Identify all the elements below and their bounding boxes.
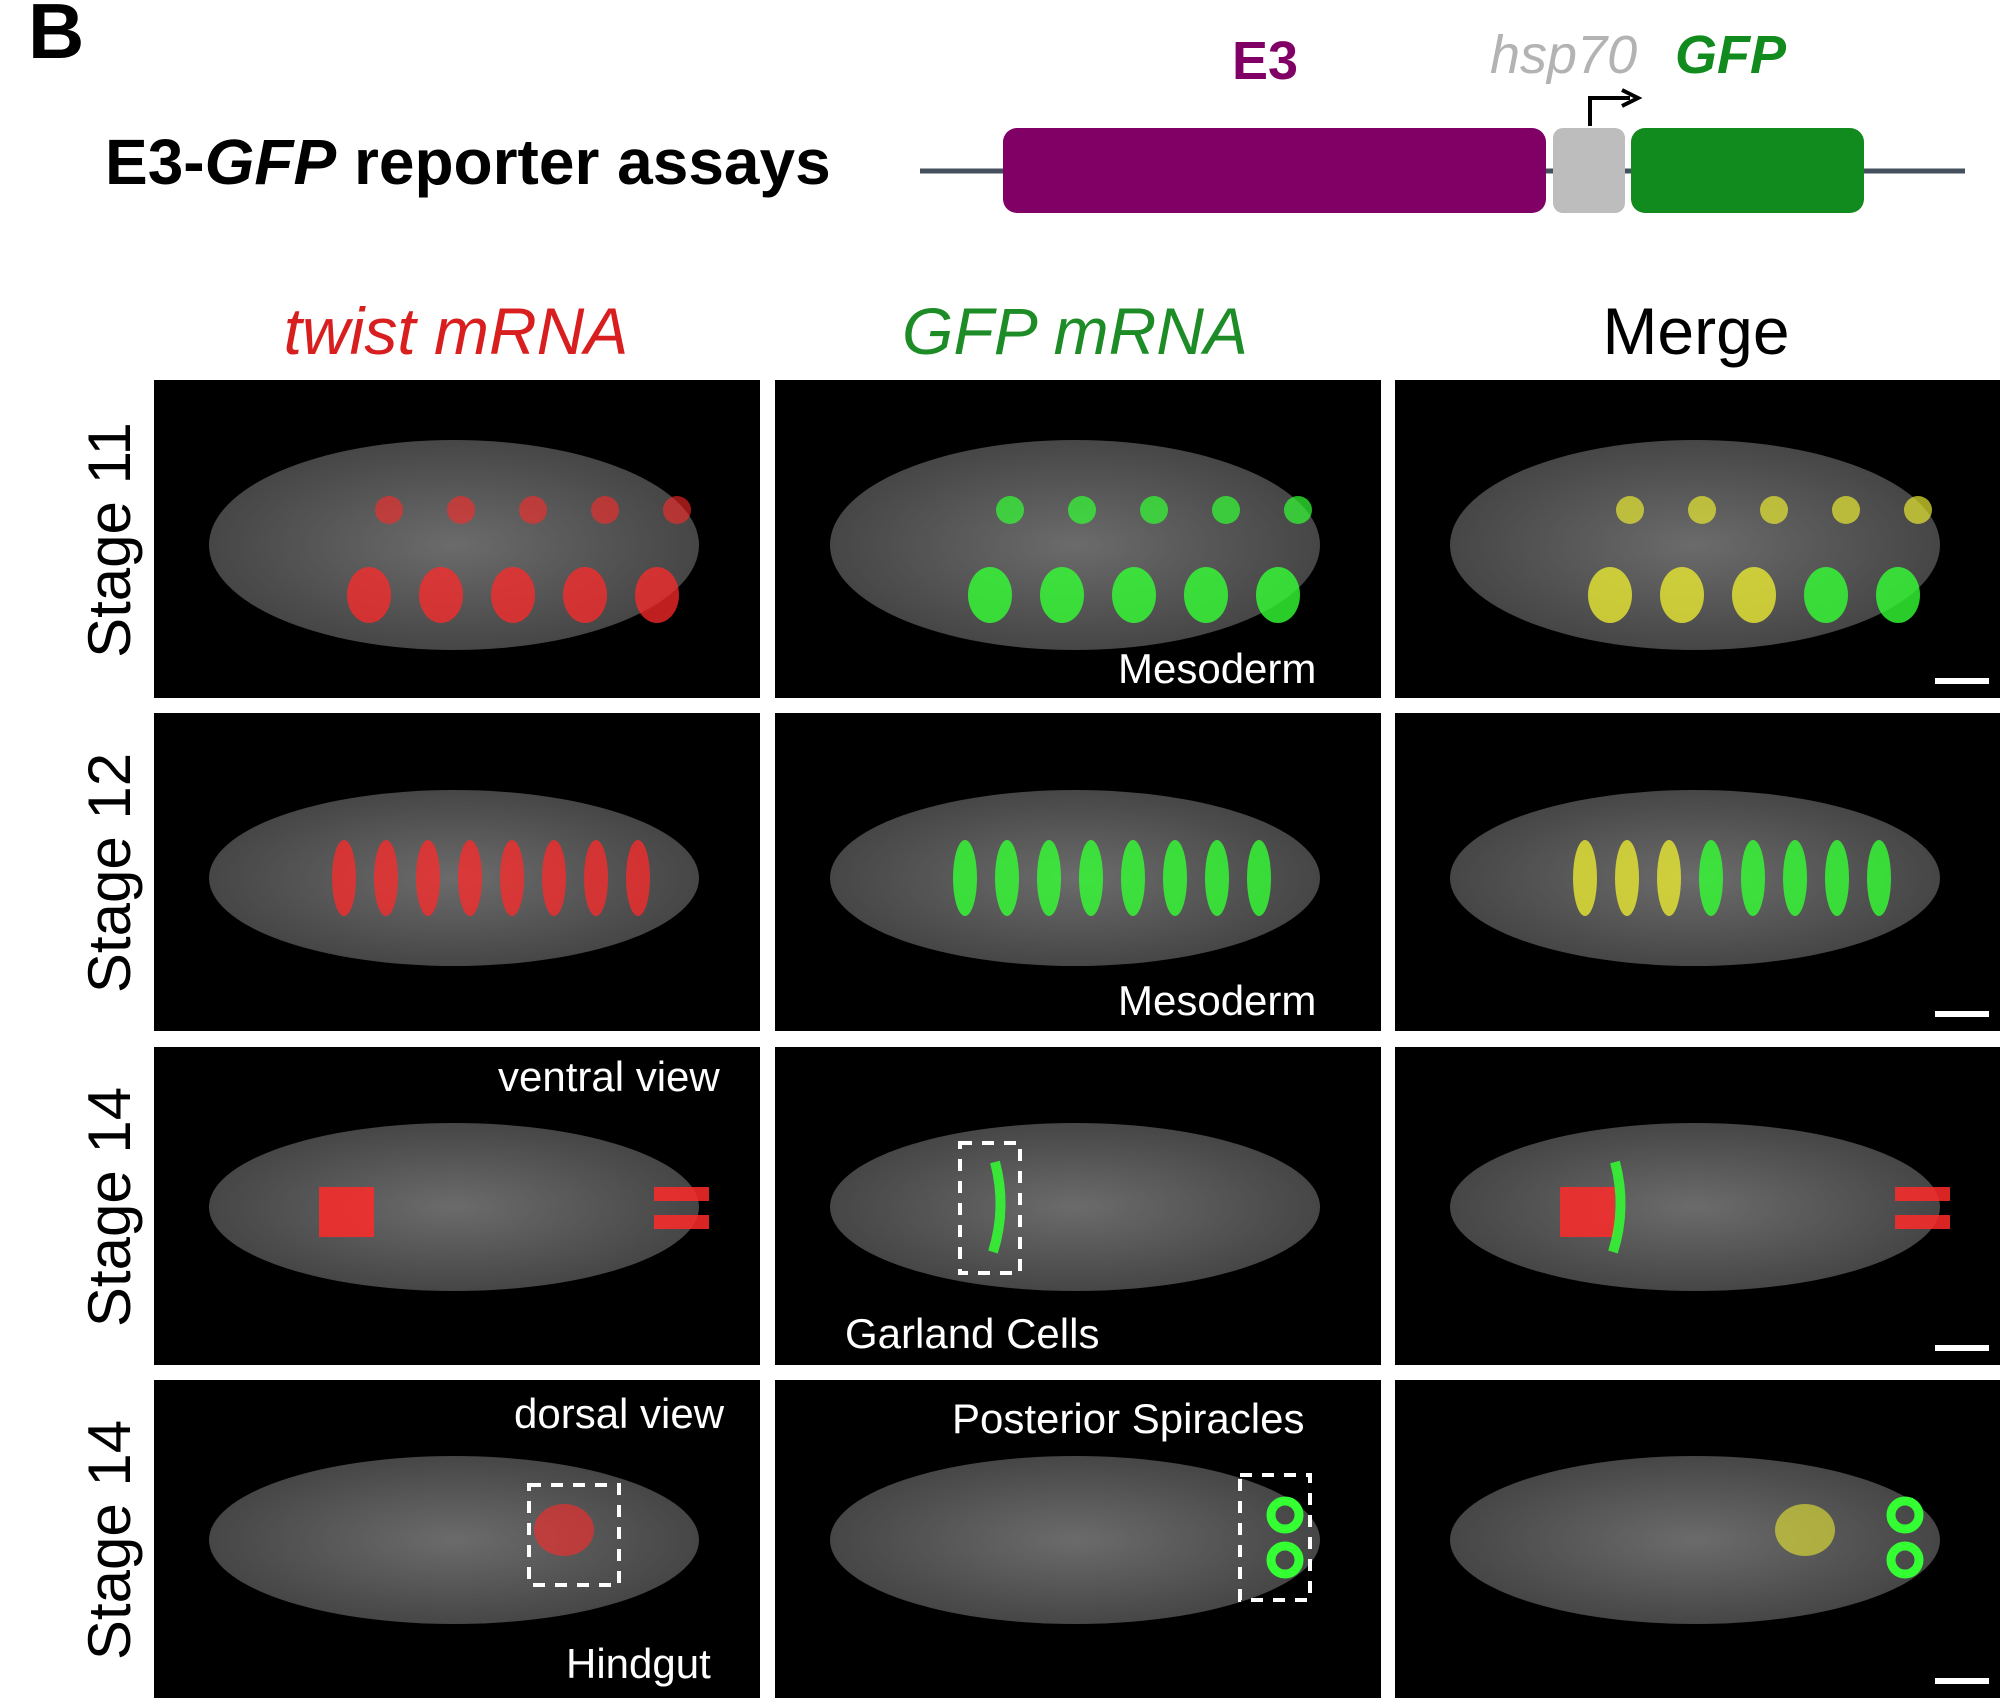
- row-label-stage-14-dorsal: Stage 14: [76, 1419, 143, 1661]
- label-hindgut: Hindgut: [566, 1640, 711, 1687]
- construct-diagram: [920, 88, 1965, 213]
- micrograph-gfp-row-3: [775, 1047, 1381, 1365]
- reporter-label: GFP: [1675, 25, 1787, 85]
- embryo: [209, 1456, 699, 1624]
- column-header-merge: Merge: [1602, 294, 1790, 368]
- micrograph-merge-row-4: [1395, 1380, 2000, 1698]
- transcription-start-arrow: [1588, 96, 1630, 126]
- embryo: [1450, 440, 1940, 650]
- embryo: [209, 790, 699, 966]
- embryo: [830, 1123, 1320, 1291]
- row-label-stage-11: Stage 11: [76, 422, 143, 658]
- panel-letter: B: [28, 0, 85, 75]
- scale-bar: [1935, 678, 1989, 684]
- label-garland-cells: Garland Cells: [845, 1310, 1100, 1357]
- micrograph-twist-row-2: [154, 713, 760, 1031]
- micrograph-gfp-row-2: [775, 713, 1381, 1031]
- column-header-gfp: GFP mRNA: [902, 294, 1248, 368]
- label-mesoderm-stage-11: Mesoderm: [1118, 645, 1317, 692]
- row-label-stage-14-ventral: Stage 14: [76, 1086, 143, 1328]
- reporter-box: [1631, 128, 1864, 213]
- row-label-stage-12: Stage 12: [76, 752, 143, 994]
- label-ventral-view: ventral view: [498, 1053, 720, 1100]
- title-gene: GFP: [204, 126, 337, 198]
- enhancer-box: [1003, 128, 1546, 213]
- title-prefix: E3-: [105, 126, 205, 198]
- enhancer-label: E3: [1232, 31, 1299, 91]
- scale-bar: [1935, 1345, 1989, 1351]
- micrograph-merge-row-2: [1395, 713, 2000, 1031]
- micrograph-gfp-row-4: [775, 1380, 1381, 1698]
- micrograph-merge-row-1: [1395, 380, 2000, 698]
- embryo: [830, 1456, 1320, 1624]
- embryo: [830, 440, 1320, 650]
- column-header-twist: twist mRNA: [283, 294, 629, 368]
- embryo: [830, 790, 1320, 966]
- micrograph-gfp-row-1: [775, 380, 1381, 698]
- micrograph-twist-row-3: [154, 1047, 760, 1365]
- scale-bar: [1935, 1678, 1989, 1684]
- title-suffix: reporter assays: [336, 126, 831, 198]
- micrograph-merge-row-3: [1395, 1047, 2000, 1365]
- embryo: [1450, 790, 1940, 966]
- embryo: [209, 440, 699, 650]
- micrograph-twist-row-4: [154, 1380, 760, 1698]
- assay-title: E3-GFP reporter assays: [105, 130, 831, 194]
- label-mesoderm-stage-12: Mesoderm: [1118, 977, 1317, 1024]
- promoter-box: [1553, 128, 1625, 213]
- scale-bar: [1935, 1011, 1989, 1017]
- promoter-label: hsp70: [1490, 25, 1638, 85]
- micrograph-twist-row-1: [154, 380, 760, 698]
- label-posterior-spiracles: Posterior Spiracles: [952, 1395, 1305, 1442]
- embryo: [1450, 1123, 1940, 1291]
- label-dorsal-view: dorsal view: [514, 1390, 725, 1437]
- embryo: [209, 1123, 699, 1291]
- embryo: [1450, 1456, 1940, 1624]
